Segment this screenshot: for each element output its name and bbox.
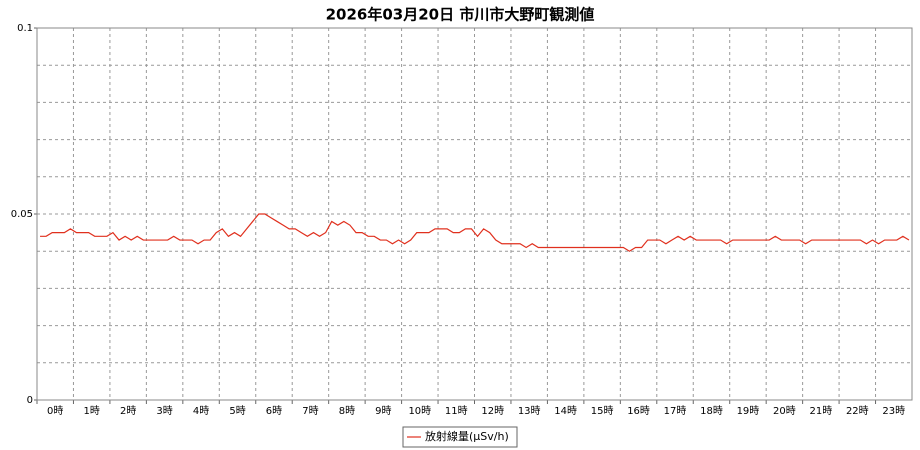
x-tick-label: 0時	[47, 405, 63, 417]
x-tick-label: 14時	[554, 405, 577, 417]
x-tick-label: 12時	[481, 405, 504, 417]
x-tick-label: 13時	[518, 405, 541, 417]
x-tick-label: 4時	[193, 405, 209, 417]
data-line	[40, 213, 910, 252]
y-tick-label: 0.05	[11, 209, 33, 220]
x-tick-label: 3時	[156, 405, 172, 417]
x-tick-label: 17時	[664, 405, 687, 417]
y-tick-label: 0	[27, 395, 33, 406]
y-tick-label: 0.1	[17, 23, 33, 34]
x-tick-label: 11時	[445, 405, 468, 417]
x-tick-label: 6時	[266, 405, 282, 417]
legend-box	[402, 426, 518, 448]
legend-label: 放射線量(μSv/h)	[425, 429, 509, 443]
x-tick-label: 7時	[302, 405, 318, 417]
x-tick-label: 8時	[339, 405, 355, 417]
x-tick-label: 18時	[700, 405, 723, 417]
x-tick-label: 9時	[375, 405, 391, 417]
x-tick-label: 16時	[627, 405, 650, 417]
plot-border	[36, 27, 913, 401]
x-tick-label: 23時	[882, 405, 905, 417]
x-tick-label: 5時	[229, 405, 245, 417]
x-tick-label: 1時	[84, 405, 100, 417]
x-tick-label: 2時	[120, 405, 136, 417]
x-tick-label: 21時	[809, 405, 832, 417]
x-tick-label: 19時	[737, 405, 760, 417]
chart-title: 2026年03月20日 市川市大野町観測値	[326, 6, 595, 24]
x-tick-label: 20時	[773, 405, 796, 417]
x-tick-label: 10時	[408, 405, 431, 417]
x-tick-label: 15時	[591, 405, 614, 417]
x-tick-label: 22時	[846, 405, 869, 417]
